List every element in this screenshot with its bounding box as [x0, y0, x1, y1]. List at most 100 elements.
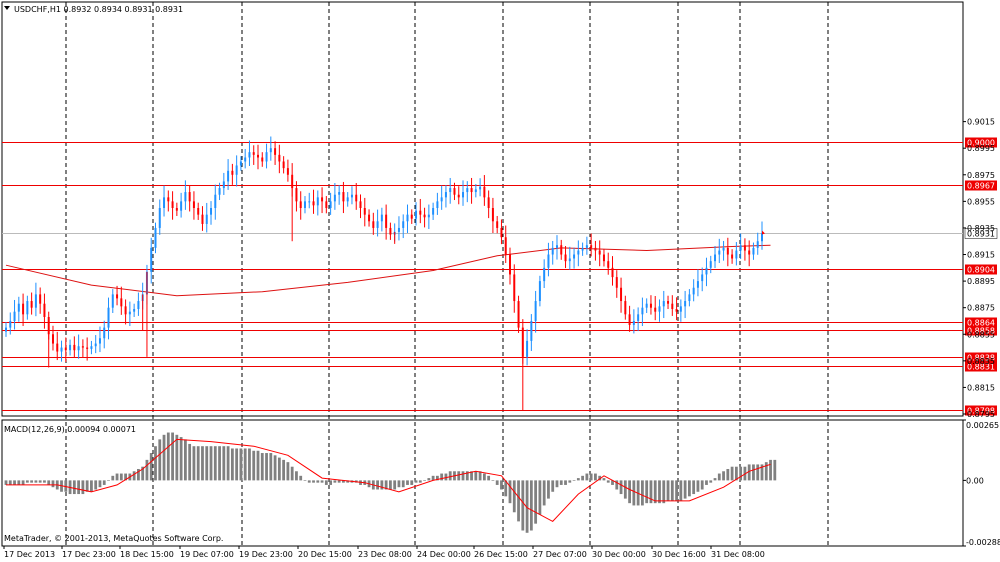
candle-body	[658, 306, 661, 312]
macd-histogram-bar	[389, 480, 392, 490]
macd-histogram-bar	[282, 459, 286, 481]
candle-body	[483, 186, 486, 198]
macd-tick-label: -0.00288	[966, 538, 1000, 547]
candle-body	[487, 197, 490, 209]
candle-body	[22, 303, 25, 315]
macd-histogram-bar	[192, 446, 196, 481]
candle-body	[56, 343, 59, 352]
price-level-value: 0.8858	[967, 327, 995, 336]
macd-histogram-bar	[470, 471, 473, 481]
macd-histogram-bar	[320, 480, 324, 483]
candle-body	[17, 303, 20, 312]
candle-body	[594, 247, 597, 251]
price-tick-label: 0.8915	[967, 251, 995, 260]
candle-body	[363, 208, 366, 215]
candle-body	[222, 181, 225, 189]
candle-body	[410, 214, 413, 219]
candle-body	[175, 208, 178, 211]
macd-histogram-bar	[201, 446, 204, 481]
candle-body	[137, 301, 140, 310]
candle-body	[120, 298, 123, 307]
macd-histogram-bar	[628, 480, 631, 504]
candle-body	[342, 192, 345, 202]
macd-histogram-bar	[124, 473, 127, 481]
macd-tick-label: 0.00	[966, 476, 984, 485]
candle-body	[86, 347, 89, 349]
price-level-value: 0.8967	[967, 182, 995, 191]
candle-body	[470, 188, 473, 193]
macd-histogram-bar	[769, 459, 772, 481]
price-tick-label: 0.8855	[967, 330, 995, 339]
macd-histogram-bar	[773, 459, 777, 481]
macd-histogram-bar	[111, 475, 115, 481]
candle-body	[51, 334, 54, 344]
candle-body	[81, 346, 84, 348]
candle-body	[248, 152, 251, 158]
collapse-arrow-icon[interactable]	[4, 6, 10, 10]
candle-body	[585, 245, 588, 248]
candle-body	[453, 188, 456, 195]
candle-body	[637, 314, 640, 321]
time-tick-label: 26 Dec 15:00	[474, 550, 528, 559]
candle-body	[214, 194, 217, 209]
candle-body	[543, 267, 546, 282]
macd-pane-frame	[1, 419, 964, 547]
macd-histogram-bar	[482, 473, 486, 481]
macd-histogram-bar	[423, 480, 426, 481]
macd-histogram-bar	[444, 473, 448, 481]
candle-body	[321, 197, 324, 202]
macd-histogram-bar	[478, 471, 482, 481]
macd-histogram-bar	[534, 480, 538, 524]
main-pane-frame	[1, 1, 964, 417]
time-tick-label: 17 Dec 2013	[4, 550, 55, 559]
macd-histogram-bar	[384, 480, 388, 490]
candle-body	[316, 197, 319, 206]
candle-body	[602, 254, 605, 262]
macd-histogram-bar	[98, 480, 102, 488]
macd-histogram-bar	[606, 480, 610, 483]
candle-body	[34, 294, 37, 308]
price-tick-label: 0.9015	[967, 118, 995, 127]
candle-body	[419, 210, 422, 215]
current-price-value: 0.8931	[967, 230, 995, 239]
candle-body	[718, 250, 721, 255]
macd-histogram-bar	[589, 473, 593, 481]
candle-body	[338, 192, 341, 195]
macd-histogram-bar	[474, 471, 478, 481]
macd-histogram-bar	[495, 480, 499, 485]
macd-histogram-bar	[8, 480, 12, 485]
macd-histogram-bar	[158, 439, 162, 481]
time-tick-label: 18 Dec 15:00	[120, 550, 174, 559]
price-level-tag	[965, 405, 997, 416]
macd-histogram-bar	[696, 480, 700, 492]
candle-body	[491, 208, 494, 222]
candle-body	[521, 327, 524, 357]
macd-histogram-bar	[43, 480, 46, 483]
candle-body	[274, 148, 277, 155]
candle-body	[355, 194, 358, 202]
macd-histogram-bar	[734, 466, 738, 481]
candle-body	[265, 152, 268, 162]
candle-body	[333, 194, 336, 202]
macd-signal-line	[6, 438, 771, 523]
macd-histogram-bar	[427, 478, 431, 481]
macd-histogram-bar	[312, 480, 315, 483]
candle-body	[9, 320, 12, 328]
time-tick-label: 30 Dec 00:00	[592, 550, 646, 559]
macd-histogram-bar	[551, 480, 555, 492]
macd-histogram-bar	[324, 480, 328, 485]
candle-body	[684, 301, 687, 307]
macd-histogram-bar	[406, 480, 409, 485]
candle-body	[667, 301, 670, 304]
macd-histogram-bar	[51, 480, 55, 488]
candle-body	[197, 208, 200, 215]
macd-histogram-bar	[196, 446, 200, 481]
macd-histogram-bar	[508, 480, 512, 504]
macd-histogram-bar	[94, 480, 98, 490]
candle-body	[69, 344, 72, 351]
candle-body	[517, 301, 520, 328]
macd-histogram-bar	[77, 480, 81, 495]
time-tick-label: 17 Dec 23:00	[62, 550, 116, 559]
